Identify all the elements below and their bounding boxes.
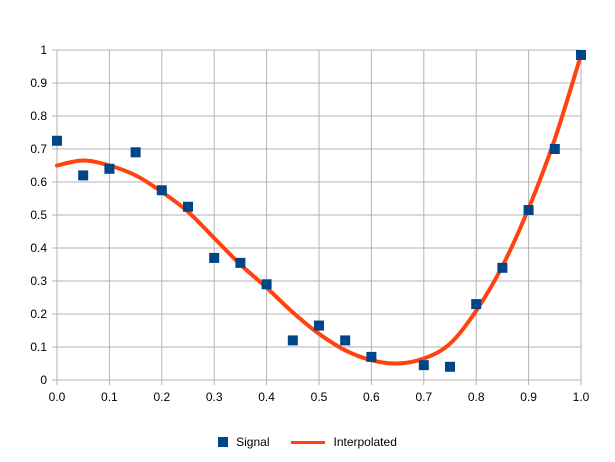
data-point-signal	[471, 299, 482, 310]
y-tick-label: 0.2	[30, 307, 47, 321]
data-point-signal	[418, 360, 429, 371]
legend-label-interpolated: Interpolated	[333, 435, 397, 449]
legend-item-interpolated: Interpolated	[291, 435, 397, 449]
data-point-signal	[156, 185, 167, 196]
y-tick-label: 0.6	[30, 175, 47, 189]
data-point-signal	[576, 49, 586, 60]
chart: 0.0 0.1 0.2 0.3 0.4 0.5 0.6 0.7 0.8 0.9 1.0 00.10.…	[30, 43, 590, 404]
series-points	[52, 49, 586, 372]
x-tick-label: 0.8	[468, 390, 485, 404]
grid	[52, 49, 582, 385]
data-point-signal	[445, 361, 455, 372]
legend-item-signal: Signal	[218, 435, 269, 449]
y-axis-ticks: 0 0.1 0.2 0.3 0.4 0.5 0.6 0.7 0.8 0.9 1	[30, 43, 47, 387]
x-tick-label: 0.2	[153, 390, 170, 404]
y-tick-label: 0	[40, 373, 47, 387]
data-point-signal	[340, 335, 351, 346]
x-tick-label: 1.0	[573, 390, 590, 404]
data-point-signal	[287, 335, 298, 346]
legend-marker-interpolated	[291, 440, 326, 444]
data-point-signal	[261, 279, 272, 290]
data-point-signal	[209, 252, 220, 263]
x-tick-label: 0.9	[520, 390, 537, 404]
data-point-signal	[523, 205, 534, 216]
x-tick-label: 0.0	[49, 390, 66, 404]
y-tick-label: 0.3	[30, 274, 47, 288]
x-tick-label: 0.1	[101, 390, 118, 404]
legend-marker-signal	[218, 437, 229, 447]
data-point-signal	[104, 163, 115, 174]
data-point-signal	[549, 144, 560, 154]
x-tick-label: 0.5	[311, 390, 328, 404]
y-tick-label: 0.8	[30, 109, 47, 123]
data-point-signal	[52, 135, 62, 146]
legend-label-signal: Signal	[236, 435, 270, 449]
y-tick-label: 1	[40, 43, 47, 57]
x-tick-label: 0.6	[363, 390, 380, 404]
data-point-signal	[497, 262, 508, 273]
x-tick-label: 0.3	[206, 390, 223, 404]
data-point-signal	[314, 320, 324, 331]
y-tick-label: 0.9	[30, 76, 47, 90]
data-point-signal	[235, 257, 246, 268]
data-point-signal	[130, 147, 141, 158]
data-point-signal	[183, 201, 193, 212]
y-tick-label: 0.5	[30, 208, 47, 222]
y-tick-label: 0.7	[30, 142, 47, 156]
x-tick-label: 0.4	[258, 390, 275, 404]
data-point-signal	[366, 351, 377, 362]
x-tick-label: 0.7	[415, 390, 432, 404]
y-tick-label: 0.4	[30, 241, 47, 255]
x-axis-ticks: 0.0 0.1 0.2 0.3 0.4 0.5 0.6 0.7 0.8 0.9 1.0	[49, 390, 590, 404]
y-tick-label: 0.1	[30, 340, 47, 354]
legend: Signal Interpolated	[0, 430, 615, 454]
data-point-signal	[78, 170, 89, 181]
